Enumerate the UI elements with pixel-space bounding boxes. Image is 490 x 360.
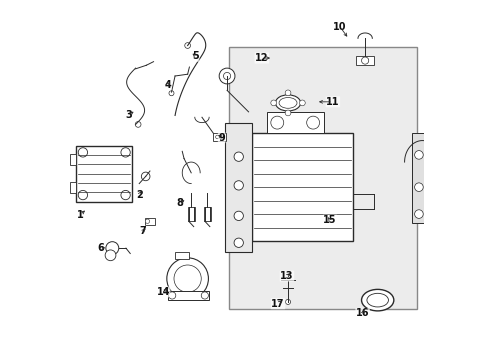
- Circle shape: [141, 172, 150, 181]
- Text: 14: 14: [156, 287, 170, 297]
- Bar: [168, 291, 209, 300]
- Text: 5: 5: [192, 51, 199, 61]
- Text: 3: 3: [126, 110, 132, 120]
- Circle shape: [271, 100, 276, 106]
- Circle shape: [167, 258, 208, 300]
- Circle shape: [415, 150, 423, 159]
- Text: 16: 16: [356, 309, 369, 318]
- Circle shape: [135, 122, 141, 127]
- Circle shape: [185, 42, 191, 48]
- Circle shape: [234, 211, 244, 221]
- Bar: [188, 207, 195, 221]
- Text: 13: 13: [280, 271, 294, 281]
- Circle shape: [271, 116, 284, 129]
- Ellipse shape: [367, 293, 389, 307]
- Circle shape: [415, 183, 423, 192]
- Text: 2: 2: [136, 190, 143, 200]
- Text: 9: 9: [219, 133, 225, 143]
- Text: 7: 7: [140, 226, 146, 236]
- Text: 12: 12: [255, 53, 269, 63]
- Circle shape: [234, 152, 244, 161]
- Circle shape: [220, 135, 224, 139]
- Circle shape: [285, 90, 291, 96]
- Bar: [225, 123, 252, 252]
- Circle shape: [299, 100, 305, 106]
- Circle shape: [169, 91, 174, 96]
- Text: 8: 8: [176, 198, 183, 208]
- Ellipse shape: [275, 95, 300, 111]
- Circle shape: [106, 242, 119, 255]
- Bar: [70, 182, 76, 193]
- Bar: [76, 146, 132, 202]
- Circle shape: [286, 300, 291, 305]
- Circle shape: [223, 72, 231, 80]
- Circle shape: [105, 250, 116, 261]
- Circle shape: [174, 265, 201, 292]
- Circle shape: [285, 110, 291, 116]
- Bar: [252, 134, 353, 241]
- Text: 10: 10: [333, 22, 347, 32]
- Text: 4: 4: [164, 80, 171, 90]
- Circle shape: [307, 116, 319, 129]
- Circle shape: [362, 57, 368, 64]
- Bar: [267, 112, 324, 134]
- Ellipse shape: [279, 98, 297, 108]
- Circle shape: [219, 68, 235, 84]
- Bar: [175, 252, 190, 259]
- Circle shape: [201, 292, 208, 299]
- Text: 6: 6: [98, 243, 104, 253]
- Bar: [145, 218, 155, 225]
- Circle shape: [415, 210, 423, 219]
- Circle shape: [169, 292, 176, 299]
- Ellipse shape: [362, 289, 394, 311]
- Circle shape: [78, 190, 88, 200]
- Circle shape: [121, 148, 130, 157]
- Bar: [229, 47, 417, 309]
- Circle shape: [78, 148, 88, 157]
- Bar: [204, 207, 211, 221]
- Bar: [412, 134, 424, 223]
- Text: 17: 17: [271, 299, 285, 309]
- Circle shape: [216, 135, 219, 139]
- Circle shape: [234, 238, 244, 247]
- Bar: [214, 133, 226, 141]
- Bar: [70, 154, 76, 165]
- Bar: [356, 56, 374, 65]
- Text: 11: 11: [326, 97, 340, 107]
- Circle shape: [234, 181, 244, 190]
- Circle shape: [146, 219, 149, 224]
- Text: 1: 1: [76, 210, 83, 220]
- Text: 15: 15: [323, 215, 337, 225]
- Circle shape: [121, 190, 130, 200]
